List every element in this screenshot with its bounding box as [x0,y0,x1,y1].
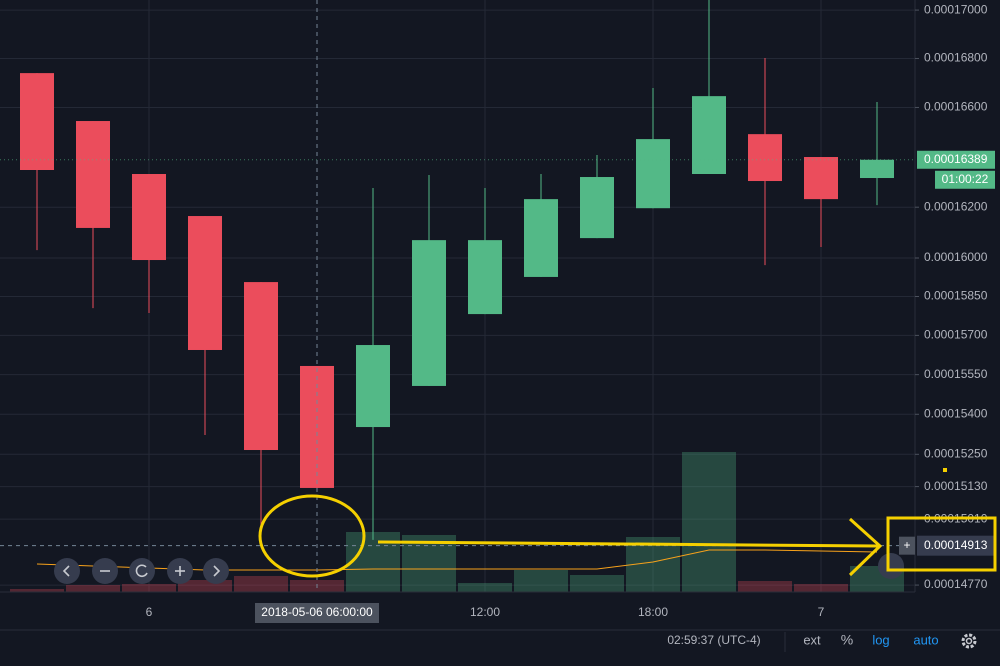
y-tick-label: 0.00015850 [924,289,988,303]
candle-body [692,96,726,175]
settings-button[interactable] [961,633,977,649]
marker-dot [943,468,947,472]
candle-body [636,139,670,209]
volume-bar [514,570,568,592]
reset-button[interactable] [129,558,155,584]
candle-body [188,216,222,350]
y-tick-label: 0.00017000 [924,2,988,16]
crosshair-add-icon: + [903,538,910,552]
volume-bar [122,584,176,592]
candle-body [76,121,110,228]
volume-bar [682,452,736,592]
clock: 02:59:37 (UTC-4) [667,633,760,647]
log-button[interactable]: log [872,632,889,647]
y-tick-label: 0.00014770 [924,577,988,591]
crosshair-time-label: 2018-05-06 06:00:00 [261,605,373,619]
volume-bar [10,589,64,592]
y-tick-label: 0.00015700 [924,328,988,342]
candle-body [468,240,502,315]
candle-body [748,134,782,182]
volume-bar [570,575,624,592]
candle-layer [20,0,894,540]
highlight-box [886,516,997,572]
crosshair-price-label: 0.00014913 [924,538,988,552]
x-tick-label: 7 [818,605,825,619]
scroll-left-button[interactable] [54,558,80,584]
volume-bar [402,535,456,592]
y-tick-label: 0.00016600 [924,100,988,114]
highlight-circle [258,494,366,578]
crosshair-add-button[interactable] [899,536,915,555]
volume-bar [458,583,512,592]
volume-bar [738,581,792,592]
y-tick-label: 0.00016000 [924,250,988,264]
volume-bar [794,584,848,592]
nav-buttons [54,553,904,584]
y-tick-label: 0.00015250 [924,446,988,460]
countdown-label: 01:00:22 [942,172,989,186]
gear [961,633,977,649]
scroll-end-button[interactable] [878,553,904,579]
candle-body [132,174,166,261]
volume-bar [234,576,288,592]
x-tick-label: 6 [146,605,153,619]
ext-button[interactable]: ext [803,632,821,647]
percent-button[interactable]: % [841,632,853,648]
crosshair-price-box [917,535,995,556]
crosshair-time-box [255,603,379,623]
candle-body [860,159,894,179]
y-tick-label: 0.00016800 [924,51,988,65]
candle-body [244,282,278,451]
last-price-box [917,150,995,169]
x-tick-label: 12:00 [470,605,500,619]
icon [62,565,70,577]
auto-button[interactable]: auto [913,632,938,647]
axis-layer: 0.00017000 0.00016800 0.00016600 0.00016200… [0,2,995,623]
last-price-label: 0.00016389 [924,152,988,166]
countdown-box [935,170,995,189]
y-tick-label: 0.00015550 [924,367,988,381]
candle-body [804,157,838,200]
candle-body [356,345,390,428]
icon [135,564,148,578]
annotations [258,468,997,578]
gear-hub [965,637,973,645]
y-tick-label: 0.00015400 [924,406,988,420]
y-tick-label: 0.00016200 [924,199,988,213]
volume-bar [66,585,120,592]
arrow-head [848,517,883,577]
icon [213,565,221,577]
candle-body [524,199,558,277]
scroll-right-button[interactable] [203,558,229,584]
candle-body [580,177,614,239]
x-tick-label: 18:00 [638,605,668,619]
arrow-line [377,540,879,548]
candle-body [20,73,54,171]
y-tick-label: 0.00015130 [924,479,988,493]
candle-body [412,240,446,386]
